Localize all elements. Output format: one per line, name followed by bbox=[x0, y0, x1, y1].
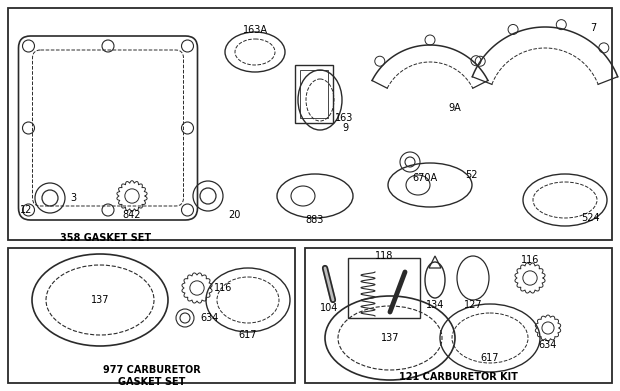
Bar bbox=[300, 70, 328, 118]
Bar bbox=[8, 248, 295, 383]
Text: 842: 842 bbox=[123, 210, 141, 220]
Text: 3: 3 bbox=[70, 193, 76, 203]
Text: 134: 134 bbox=[426, 300, 444, 310]
Text: 977 CARBURETOR
GASKET SET: 977 CARBURETOR GASKET SET bbox=[103, 365, 201, 387]
Text: 617: 617 bbox=[239, 330, 257, 340]
Bar bbox=[305, 248, 612, 383]
Text: 9A: 9A bbox=[448, 103, 461, 113]
Text: 104: 104 bbox=[320, 303, 339, 313]
Text: 524: 524 bbox=[582, 213, 600, 223]
Bar bbox=[348, 258, 420, 318]
Text: 20: 20 bbox=[228, 210, 241, 220]
Text: 121 CARBURETOR KIT: 121 CARBURETOR KIT bbox=[399, 372, 518, 382]
Text: 52: 52 bbox=[465, 170, 477, 180]
Text: 634: 634 bbox=[539, 340, 557, 350]
Text: eReplacementParts.com: eReplacementParts.com bbox=[255, 170, 365, 179]
Text: 163A: 163A bbox=[242, 25, 267, 35]
Text: 9: 9 bbox=[342, 123, 348, 133]
Text: 12: 12 bbox=[20, 205, 32, 215]
Text: 358 GASKET SET: 358 GASKET SET bbox=[60, 233, 151, 243]
Text: 163: 163 bbox=[335, 113, 353, 123]
Text: 137: 137 bbox=[381, 333, 399, 343]
Bar bbox=[295, 65, 333, 123]
Bar bbox=[8, 8, 612, 240]
Text: 116: 116 bbox=[214, 283, 232, 293]
Text: 883: 883 bbox=[306, 215, 324, 225]
Text: 7: 7 bbox=[590, 23, 596, 33]
Text: 670A: 670A bbox=[412, 173, 437, 183]
Text: 127: 127 bbox=[464, 300, 482, 310]
Text: 137: 137 bbox=[91, 295, 109, 305]
Text: 634: 634 bbox=[200, 313, 218, 323]
Text: 118: 118 bbox=[375, 251, 393, 261]
Text: 116: 116 bbox=[521, 255, 539, 265]
Text: 617: 617 bbox=[480, 353, 499, 363]
